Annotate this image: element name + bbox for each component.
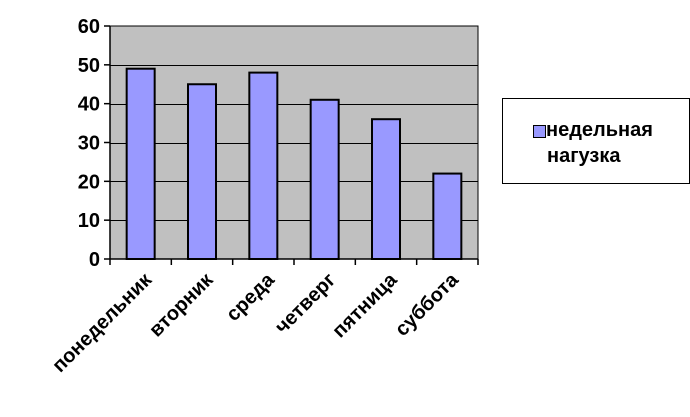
legend-label: недельная нагузка bbox=[546, 117, 690, 169]
bars bbox=[125, 67, 463, 261]
y-tick-label: 10 bbox=[78, 210, 100, 232]
bar bbox=[125, 67, 156, 261]
bar bbox=[432, 172, 463, 260]
axes bbox=[104, 25, 479, 265]
x-category-label: понедельник bbox=[48, 268, 157, 377]
x-category-label: вторник bbox=[145, 268, 218, 341]
y-tick-label: 50 bbox=[78, 55, 100, 77]
plot-area bbox=[109, 25, 479, 260]
x-category-label: среда bbox=[222, 268, 279, 325]
y-tick-label: 60 bbox=[78, 16, 100, 38]
y-tick-label: 20 bbox=[78, 171, 100, 193]
y-tick-label: 40 bbox=[78, 94, 100, 116]
bar bbox=[309, 98, 340, 260]
x-category-label: пятница bbox=[328, 268, 402, 342]
gridlines bbox=[110, 65, 478, 221]
y-tick-label: 0 bbox=[89, 249, 100, 271]
bar bbox=[248, 71, 279, 260]
bar bbox=[371, 118, 401, 260]
y-tick-label: 30 bbox=[78, 133, 100, 155]
legend-label-line1: недельная bbox=[546, 119, 653, 141]
y-axis-tick-labels: 0 10 20 30 40 50 60 bbox=[78, 16, 100, 271]
legend: недельная нагузка bbox=[502, 98, 690, 184]
x-category-label: суббота bbox=[391, 268, 463, 340]
legend-swatch bbox=[533, 125, 546, 138]
legend-label-line2: нагузка bbox=[547, 145, 621, 167]
bar bbox=[187, 83, 217, 260]
